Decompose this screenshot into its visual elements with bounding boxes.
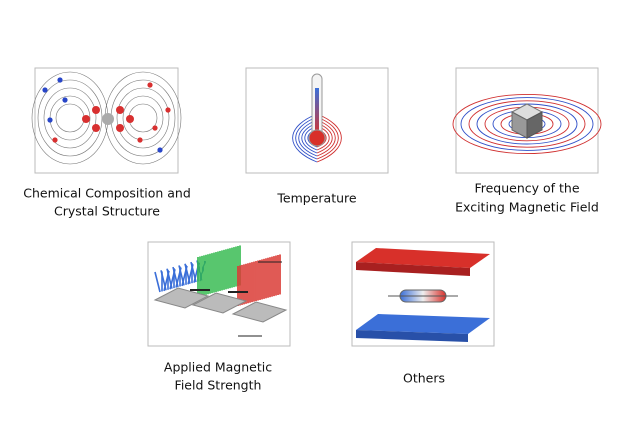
red-slab-side (356, 262, 470, 276)
field-arc (298, 119, 318, 157)
atom (42, 87, 48, 93)
atom (102, 113, 114, 125)
atom (62, 97, 68, 103)
atom (157, 147, 163, 153)
field-arc (292, 113, 318, 163)
slab (191, 292, 248, 314)
red-slab-top (356, 248, 490, 268)
captions: Chemical Composition and Crystal Structur… (23, 181, 599, 393)
field-arc (295, 116, 318, 160)
field-line (116, 87, 170, 149)
fiber (160, 270, 167, 291)
atom (137, 137, 143, 143)
fiber (184, 263, 191, 284)
atom (47, 117, 53, 123)
blue-slab-top (356, 314, 490, 334)
caption: Applied Magnetic (164, 360, 272, 375)
atom (165, 107, 171, 113)
field-line (122, 95, 164, 141)
caption: Temperature (276, 191, 356, 206)
atom (152, 125, 158, 131)
atom (147, 82, 153, 88)
field-arc (316, 113, 342, 163)
field-ring (452, 93, 602, 155)
caption: Exciting Magnetic Field (455, 200, 599, 215)
blue-slab-side (356, 330, 468, 342)
field-line (37, 79, 103, 157)
cube-side (526, 111, 543, 139)
illustrations (31, 71, 602, 306)
field-arc (316, 122, 333, 154)
field-ring (460, 97, 594, 151)
atom (82, 115, 90, 123)
caption: Chemical Composition and (23, 186, 191, 201)
field-arc (316, 119, 336, 157)
fiber (178, 265, 185, 286)
atom (57, 77, 63, 83)
atom (52, 137, 58, 143)
thermometer-bulb (308, 129, 326, 147)
fiber (172, 266, 179, 288)
field-ring (468, 100, 586, 148)
atom (92, 124, 100, 132)
atom (116, 106, 124, 114)
fiber (190, 261, 197, 283)
atom (116, 124, 124, 132)
field-arc (316, 116, 339, 160)
fiber (166, 268, 173, 289)
field-arc (301, 122, 318, 154)
thermometer-fill (315, 88, 319, 136)
caption: Others (403, 371, 445, 386)
caption: Frequency of the (474, 181, 579, 196)
field-line (43, 87, 97, 149)
slab (231, 301, 288, 323)
fiber (154, 271, 161, 293)
caption: Field Strength (175, 378, 262, 393)
atom (126, 115, 134, 123)
atom (92, 106, 100, 114)
slab (153, 287, 210, 309)
caption: Crystal Structure (54, 204, 160, 219)
